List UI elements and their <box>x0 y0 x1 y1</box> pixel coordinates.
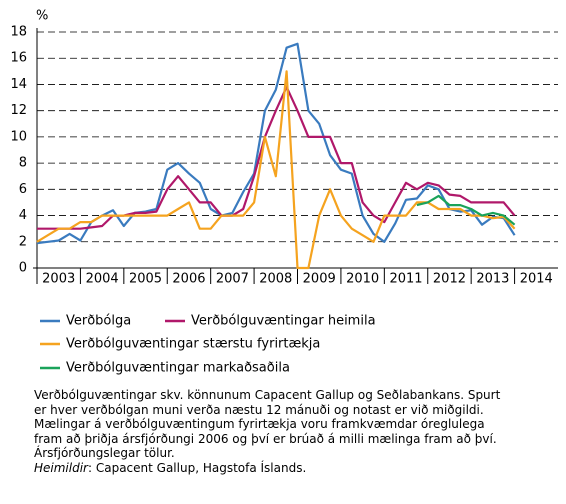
source-text: : Capacent Gallup, Hagstofa Íslands. <box>87 460 307 475</box>
series-line <box>416 194 516 226</box>
x-tick-label: 2011 <box>389 272 422 287</box>
source-label: Heimildir <box>34 460 88 475</box>
chart: % 0 2 4 6 8 10 12 14 16 18 2003 2004 2005 2006 2007 200… <box>10 9 558 376</box>
note-line: Ársfjórðungslegar tölur. <box>34 446 175 460</box>
y-tick-label: 16 <box>10 51 27 66</box>
x-tick-label: 2006 <box>172 272 205 287</box>
y-axis-label: % <box>36 9 48 24</box>
x-tick-label: 2010 <box>346 272 379 287</box>
y-tick-label: 0 <box>19 261 27 276</box>
note-line: Mælingar á verðbólguvæntingum fyrirtækja… <box>34 417 485 431</box>
legend-label: Verðbólguvæntingar markaðsaðila <box>66 361 290 376</box>
x-tick-label: 2012 <box>433 272 466 287</box>
x-tick-label: 2005 <box>129 272 162 287</box>
y-tick-label: 18 <box>10 25 27 40</box>
x-tick-label: 2007 <box>216 272 249 287</box>
x-tick-label: 2008 <box>259 272 292 287</box>
y-tick-label: 8 <box>19 156 27 171</box>
note-line: fram að þriðja ársfjórðungi 2006 og því … <box>34 431 497 446</box>
note-line: er hver verðbólgan muni verða næstu 12 m… <box>34 402 484 417</box>
series-line <box>37 86 516 230</box>
legend-label: Verðbólguvæntingar stærstu fyrirtækja <box>66 337 320 352</box>
x-tick-label: 2013 <box>476 272 509 287</box>
y-tick-label: 2 <box>19 234 27 249</box>
x-tick-label: 2014 <box>520 272 553 287</box>
y-tick-label: 6 <box>19 182 27 197</box>
source: Heimildir: Capacent Gallup, Hagstofa Ísl… <box>34 461 564 476</box>
y-tick-label: 12 <box>10 103 27 118</box>
y-tick-label: 14 <box>10 77 27 92</box>
y-tick-label: 4 <box>19 208 27 223</box>
x-tick-label: 2003 <box>42 272 75 287</box>
legend-label: Verðbólga <box>66 314 131 329</box>
legend-label: Verðbólguvæntingar heimila <box>191 314 376 329</box>
note: Verðbólguvæntingar skv. könnunum Capacen… <box>34 388 564 475</box>
series-line <box>36 42 516 245</box>
x-tick-label: 2004 <box>86 272 119 287</box>
y-tick-label: 10 <box>10 129 27 144</box>
x-tick-label: 2009 <box>303 272 336 287</box>
note-line: Verðbólguvæntingar skv. könnunum Capacen… <box>34 388 501 402</box>
series-line <box>36 70 516 270</box>
